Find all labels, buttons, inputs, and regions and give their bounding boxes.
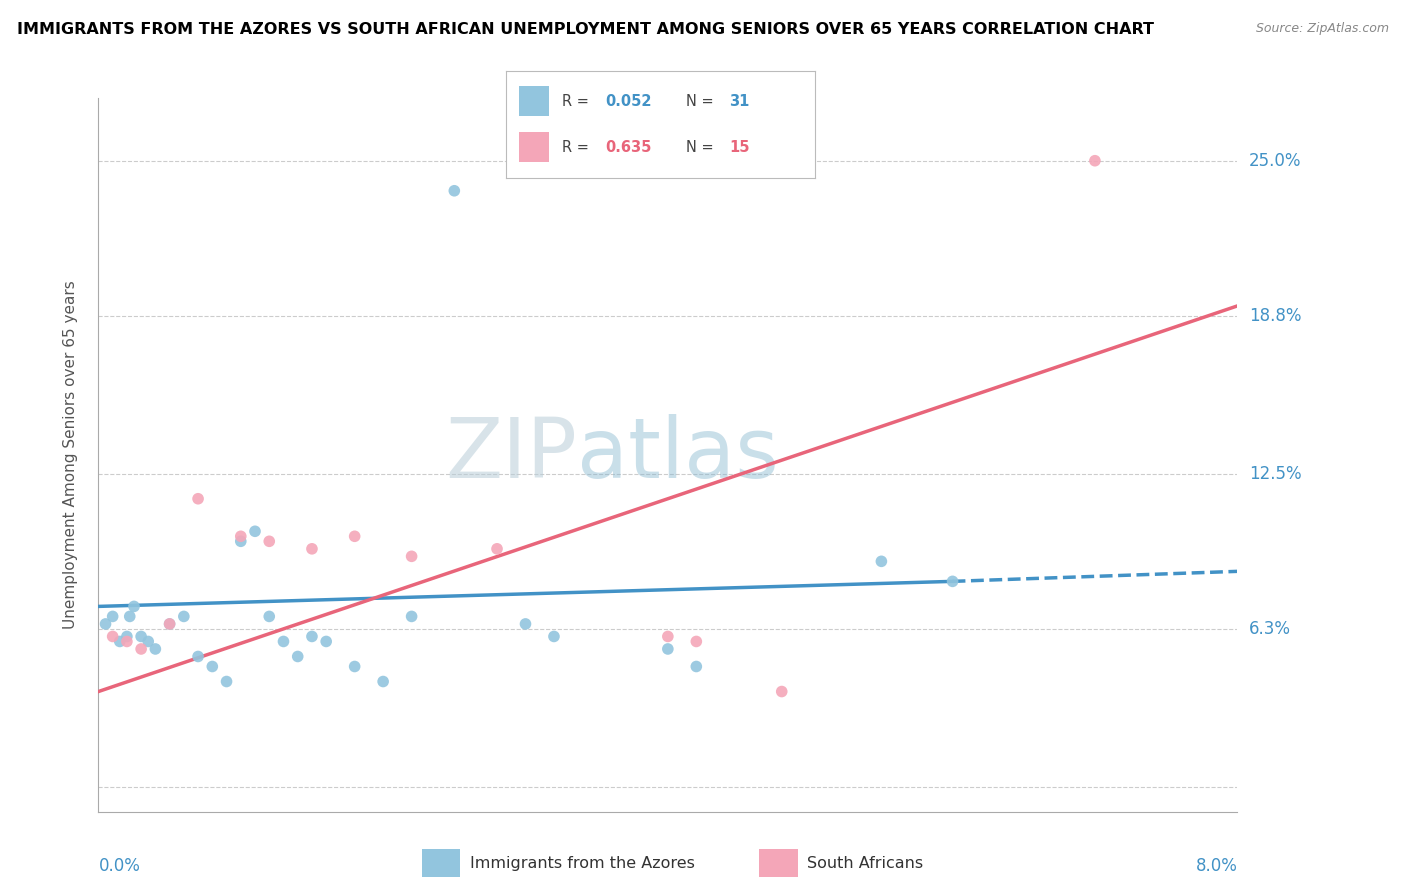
Point <box>770 684 793 698</box>
Point <box>259 534 281 549</box>
FancyBboxPatch shape <box>422 849 461 877</box>
Point <box>129 630 152 644</box>
Point <box>259 609 281 624</box>
Text: South Africans: South Africans <box>807 855 924 871</box>
Point <box>108 634 131 648</box>
Point <box>243 524 266 539</box>
Point <box>273 634 295 648</box>
Text: 0.052: 0.052 <box>605 94 651 109</box>
Point <box>115 634 138 648</box>
Point <box>657 642 679 657</box>
Point <box>942 574 965 589</box>
Point <box>443 184 465 198</box>
Text: 0.635: 0.635 <box>605 140 651 155</box>
Point <box>229 534 252 549</box>
Text: 31: 31 <box>728 94 749 109</box>
Point <box>94 616 117 631</box>
Text: ZIP: ZIP <box>444 415 576 495</box>
FancyBboxPatch shape <box>519 87 550 116</box>
Text: atlas: atlas <box>576 415 779 495</box>
Point <box>343 659 366 673</box>
Point <box>159 616 181 631</box>
Text: 18.8%: 18.8% <box>1249 307 1301 325</box>
Point <box>229 529 252 543</box>
Text: 6.3%: 6.3% <box>1249 620 1291 638</box>
Point <box>145 642 167 657</box>
Point <box>343 529 366 543</box>
Text: R =: R = <box>562 94 593 109</box>
Point <box>401 549 423 564</box>
Text: 8.0%: 8.0% <box>1195 857 1237 875</box>
Point <box>515 616 537 631</box>
Point <box>118 609 141 624</box>
Point <box>1084 153 1107 168</box>
Text: 25.0%: 25.0% <box>1249 152 1301 169</box>
Y-axis label: Unemployment Among Seniors over 65 years: Unemployment Among Seniors over 65 years <box>63 281 77 629</box>
Text: 0.0%: 0.0% <box>98 857 141 875</box>
Point <box>173 609 195 624</box>
Point <box>101 630 124 644</box>
Point <box>870 554 893 568</box>
Point <box>301 630 323 644</box>
Text: N =: N = <box>686 94 718 109</box>
FancyBboxPatch shape <box>519 132 550 162</box>
Point <box>315 634 337 648</box>
Point <box>371 674 394 689</box>
Point <box>159 616 181 631</box>
Text: 15: 15 <box>728 140 749 155</box>
Point <box>129 642 152 657</box>
FancyBboxPatch shape <box>759 849 799 877</box>
Point <box>685 659 707 673</box>
Point <box>101 609 124 624</box>
Point <box>401 609 423 624</box>
Point <box>122 599 145 614</box>
Point <box>201 659 224 673</box>
Point <box>685 634 707 648</box>
Point <box>187 491 209 506</box>
Text: Immigrants from the Azores: Immigrants from the Azores <box>470 855 695 871</box>
Point <box>187 649 209 664</box>
Point <box>215 674 238 689</box>
Point <box>115 630 138 644</box>
Point <box>657 630 679 644</box>
Point <box>543 630 565 644</box>
Text: R =: R = <box>562 140 593 155</box>
Point <box>301 541 323 556</box>
Point <box>287 649 309 664</box>
Text: N =: N = <box>686 140 718 155</box>
Text: Source: ZipAtlas.com: Source: ZipAtlas.com <box>1256 22 1389 36</box>
Text: IMMIGRANTS FROM THE AZORES VS SOUTH AFRICAN UNEMPLOYMENT AMONG SENIORS OVER 65 Y: IMMIGRANTS FROM THE AZORES VS SOUTH AFRI… <box>17 22 1154 37</box>
Point <box>486 541 509 556</box>
Point <box>136 634 159 648</box>
Text: 12.5%: 12.5% <box>1249 465 1302 483</box>
